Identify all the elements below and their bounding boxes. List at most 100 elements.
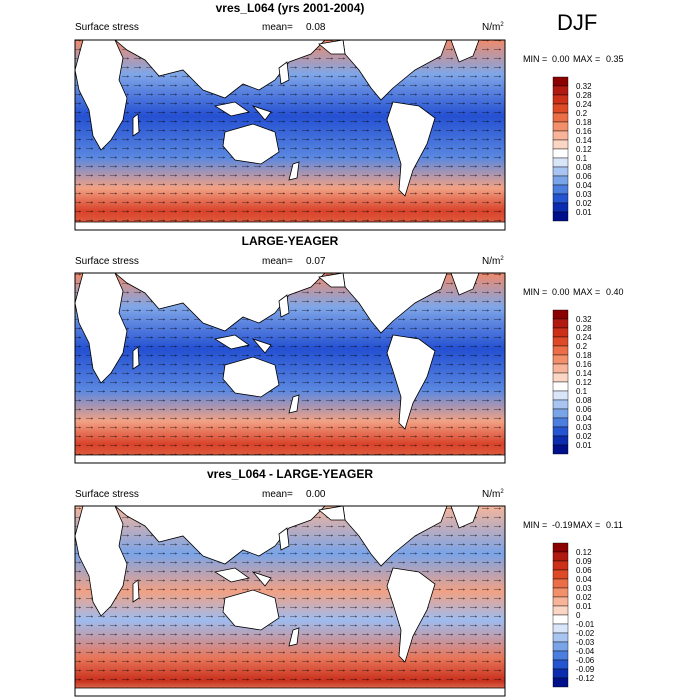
panel-2-min-value: 0.00 xyxy=(552,287,570,297)
panel-3: vres_L064 - LARGE-YEAGER Surface stress … xyxy=(74,467,623,697)
colorbar-swatch xyxy=(552,435,569,446)
colorbar-swatch xyxy=(552,614,569,625)
panel-2-title: LARGE-YEAGER xyxy=(242,234,339,248)
colorbar-swatch xyxy=(552,569,569,580)
colorbar-tick-label: 0.1 xyxy=(576,387,588,396)
colorbar-swatch xyxy=(552,399,569,410)
colorbar-swatch xyxy=(552,327,569,338)
panel-3-map-frame xyxy=(74,505,506,697)
colorbar-swatch xyxy=(552,354,569,365)
colorbar-swatch xyxy=(552,408,569,419)
colorbar-tick-label: -0.01 xyxy=(576,620,595,629)
colorbar-tick-label: 0.1 xyxy=(576,154,588,163)
colorbar-tick-label: 0.28 xyxy=(576,324,592,333)
colorbar-swatch xyxy=(552,650,569,661)
panel-1-max-label: MAX = xyxy=(573,54,600,64)
colorbar-swatch xyxy=(552,372,569,383)
panel-1-mean-value: 0.08 xyxy=(306,22,326,33)
panel-1-units: N/m2 xyxy=(482,22,504,33)
panel-1-left-label: Surface stress xyxy=(75,22,139,33)
panel-1-colorbar: 0.320.280.240.20.180.160.140.120.10.080.… xyxy=(552,76,592,222)
colorbar-swatch xyxy=(552,202,569,213)
colorbar-swatch xyxy=(552,381,569,392)
colorbar-tick-label: 0.06 xyxy=(576,172,592,181)
colorbar-swatch xyxy=(552,551,569,562)
colorbar-swatch xyxy=(552,121,569,132)
colorbar-swatch xyxy=(552,632,569,643)
colorbar-tick-label: -0.04 xyxy=(576,647,595,656)
colorbar-swatch xyxy=(552,175,569,186)
colorbar-swatch xyxy=(552,668,569,679)
colorbar-swatch xyxy=(552,345,569,356)
colorbar-tick-label: -0.09 xyxy=(576,665,595,674)
colorbar-tick-label: 0.16 xyxy=(576,127,592,136)
colorbar-swatch xyxy=(552,166,569,177)
panel-1-min-value: 0.00 xyxy=(552,54,570,64)
season-label: DJF xyxy=(557,10,597,35)
panel-2-colorbar: 0.320.280.240.20.180.160.140.120.10.080.… xyxy=(552,309,592,455)
colorbar-tick-label: 0.2 xyxy=(576,109,588,118)
colorbar-swatch xyxy=(552,130,569,141)
panel-1-min-label: MIN = xyxy=(523,54,547,64)
colorbar-tick-label: 0.08 xyxy=(576,163,592,172)
panel-1-mean-label: mean= xyxy=(262,22,293,33)
colorbar-tick-label: 0.28 xyxy=(576,91,592,100)
colorbar-tick-label: 0.01 xyxy=(576,441,592,450)
colorbar-tick-label: -0.06 xyxy=(576,656,595,665)
colorbar-swatch xyxy=(552,596,569,607)
colorbar-tick-label: 0.02 xyxy=(576,199,592,208)
colorbar-swatch xyxy=(552,309,569,320)
colorbar-tick-label: 0.02 xyxy=(576,593,592,602)
panel-3-map xyxy=(74,505,506,697)
panel-1-map-frame xyxy=(74,39,506,231)
panel-2-max-label: MAX = xyxy=(573,287,600,297)
colorbar-tick-label: 0.06 xyxy=(576,405,592,414)
colorbar-tick-label: 0.04 xyxy=(576,575,592,584)
colorbar-tick-label: 0.12 xyxy=(576,548,592,557)
panel-2-left-label: Surface stress xyxy=(75,256,139,267)
colorbar-swatch xyxy=(552,139,569,150)
colorbar-tick-label: 0.18 xyxy=(576,118,592,127)
panel-3-min-value: -0.19 xyxy=(552,520,573,530)
colorbar-tick-label: 0.02 xyxy=(576,432,592,441)
panel-2-max-value: 0.40 xyxy=(606,287,624,297)
panel-3-mean-value: 0.00 xyxy=(306,489,326,500)
colorbar-swatch xyxy=(552,85,569,96)
colorbar-tick-label: 0.24 xyxy=(576,333,592,342)
colorbar-tick-label: -0.12 xyxy=(576,674,595,683)
panel-2-map xyxy=(74,272,506,464)
colorbar-swatch xyxy=(552,318,569,329)
panel-2-map-frame xyxy=(74,272,506,464)
panel-2-mean-label: mean= xyxy=(262,256,293,267)
colorbar-swatch xyxy=(552,560,569,571)
colorbar-swatch xyxy=(552,542,569,553)
colorbar-tick-label: 0.12 xyxy=(576,145,592,154)
colorbar-swatch xyxy=(552,76,569,87)
panel-3-max-value: 0.11 xyxy=(606,520,623,530)
colorbar-tick-label: -0.03 xyxy=(576,638,595,647)
colorbar-swatch xyxy=(552,587,569,598)
colorbar-swatch xyxy=(552,211,569,222)
colorbar-swatch xyxy=(552,94,569,105)
panel-1-max-value: 0.35 xyxy=(606,54,624,64)
colorbar-tick-label: 0.04 xyxy=(576,181,592,190)
panel-1: vres_L064 (yrs 2001-2004) Surface stress… xyxy=(74,1,624,231)
panel-3-units: N/m2 xyxy=(482,489,504,500)
panel-2-units: N/m2 xyxy=(482,256,504,267)
colorbar-swatch xyxy=(552,157,569,168)
colorbar-swatch xyxy=(552,677,569,688)
colorbar-swatch xyxy=(552,641,569,652)
panel-3-max-label: MAX = xyxy=(573,520,600,530)
colorbar-swatch xyxy=(552,659,569,670)
colorbar-tick-label: 0.04 xyxy=(576,414,592,423)
panel-2-min-label: MIN = xyxy=(523,287,547,297)
colorbar-tick-label: 0.2 xyxy=(576,342,588,351)
colorbar-tick-label: 0.14 xyxy=(576,369,592,378)
colorbar-swatch xyxy=(552,417,569,428)
colorbar-tick-label: 0.03 xyxy=(576,423,592,432)
colorbar-swatch xyxy=(552,605,569,616)
panel-3-left-label: Surface stress xyxy=(75,489,139,500)
colorbar-tick-label: 0.01 xyxy=(576,602,592,611)
colorbar-swatch xyxy=(552,112,569,123)
colorbar-tick-label: 0.18 xyxy=(576,351,592,360)
